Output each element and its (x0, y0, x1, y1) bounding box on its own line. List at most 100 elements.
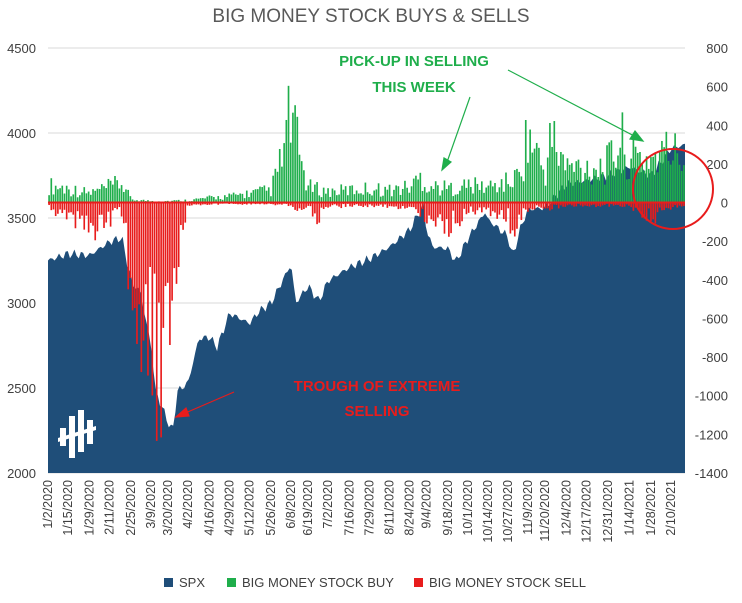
x-tick-label: 9/18/2020 (441, 480, 455, 536)
sell-bar (353, 202, 356, 206)
buy-bar (645, 156, 648, 203)
buy-bar (406, 187, 408, 203)
buy-bar (94, 190, 97, 203)
buy-bar (575, 161, 578, 203)
sell-bar (307, 202, 310, 206)
sell-bar (560, 202, 562, 206)
buy-bar (336, 195, 338, 203)
buy-bar (278, 148, 281, 203)
x-tick-label: 5/12/2020 (243, 480, 257, 536)
sell-bar (654, 202, 657, 224)
sell-bar (375, 202, 378, 206)
sell-bar (452, 202, 455, 211)
buy-bar (533, 148, 536, 203)
buy-bar (316, 182, 318, 203)
sell-bar (241, 202, 244, 205)
annotation-arrow-red (174, 391, 235, 418)
sell-bar (549, 202, 551, 211)
sell-bar (90, 202, 92, 223)
sell-bar (483, 202, 485, 208)
buy-bar (254, 189, 257, 203)
sell-bar (419, 202, 422, 217)
buy-bar (643, 170, 646, 203)
sell-bar (412, 202, 415, 208)
buy-bar (92, 189, 94, 203)
sell-bar (173, 202, 176, 269)
buy-bar (261, 187, 263, 203)
sell-bar (647, 202, 650, 209)
right-tick-label: 0 (721, 196, 728, 211)
sell-bar (430, 202, 433, 220)
sell-bar (182, 202, 184, 230)
buy-bar (362, 194, 365, 203)
sell-bar (535, 202, 538, 206)
buy-bar (590, 184, 593, 203)
right-tick-label: 600 (706, 80, 728, 95)
buy-bar (230, 194, 233, 203)
x-tick-label: 10/14/2020 (481, 480, 495, 543)
buy-bar (549, 122, 551, 203)
sell-bar (153, 202, 156, 274)
sell-bar (311, 202, 314, 217)
sell-bar (274, 202, 277, 206)
x-tick-label: 12/17/2020 (580, 480, 594, 543)
sell-bar (531, 202, 534, 210)
sell-bar (390, 202, 393, 207)
buy-bar (667, 160, 670, 203)
buy-bar (318, 195, 321, 203)
buy-bar (175, 200, 178, 203)
buy-bar (560, 151, 562, 203)
buy-bar (665, 131, 668, 203)
sell-bar (502, 202, 505, 220)
buy-bar (393, 189, 395, 203)
sell-bar (103, 202, 105, 228)
right-tick-label: -1400 (695, 466, 728, 481)
buy-bar (557, 165, 560, 203)
x-tick-label: 1/28/2021 (644, 480, 658, 536)
sell-bar (575, 202, 578, 207)
buy-bar (593, 168, 595, 203)
buy-bar (683, 165, 685, 203)
buy-bar (63, 193, 66, 203)
buy-bar (489, 180, 492, 203)
sell-bar (136, 202, 138, 344)
buy-bar (347, 195, 349, 203)
sell-bar (166, 202, 169, 283)
sell-bar (658, 202, 661, 208)
sell-bar (122, 202, 125, 224)
sell-bar (667, 202, 670, 209)
buy-bar (197, 198, 200, 203)
buy-bar (529, 129, 531, 203)
buy-bar (606, 145, 608, 203)
sell-bar (426, 202, 428, 224)
buy-bar (511, 187, 514, 203)
sell-bar (340, 202, 343, 209)
buy-bar (250, 192, 253, 203)
sell-bar (160, 202, 162, 438)
sell-bar (76, 202, 79, 212)
left-tick-label: 2500 (7, 381, 36, 396)
sell-bar (641, 202, 643, 218)
sell-bar (292, 202, 294, 207)
sell-bar (296, 202, 299, 211)
sell-bar (439, 202, 441, 215)
buy-bar (226, 197, 228, 203)
sell-bar (645, 202, 648, 221)
sell-bar (652, 202, 654, 220)
buy-bar (76, 197, 79, 203)
buy-bar (586, 160, 589, 203)
buy-bar (96, 188, 99, 203)
sell-bar (437, 202, 439, 218)
buy-bar (368, 193, 371, 203)
sell-bar (601, 202, 604, 206)
sell-bar (107, 202, 110, 212)
sell-bar (674, 202, 676, 206)
sell-bar (516, 202, 518, 229)
x-tick-label: 1/15/2020 (61, 480, 75, 536)
sell-bar (579, 202, 582, 206)
left-tick-label: 3500 (7, 211, 36, 226)
x-tick-label: 8/24/2020 (403, 480, 417, 536)
buy-bar (215, 199, 217, 203)
buy-bar (105, 188, 108, 203)
